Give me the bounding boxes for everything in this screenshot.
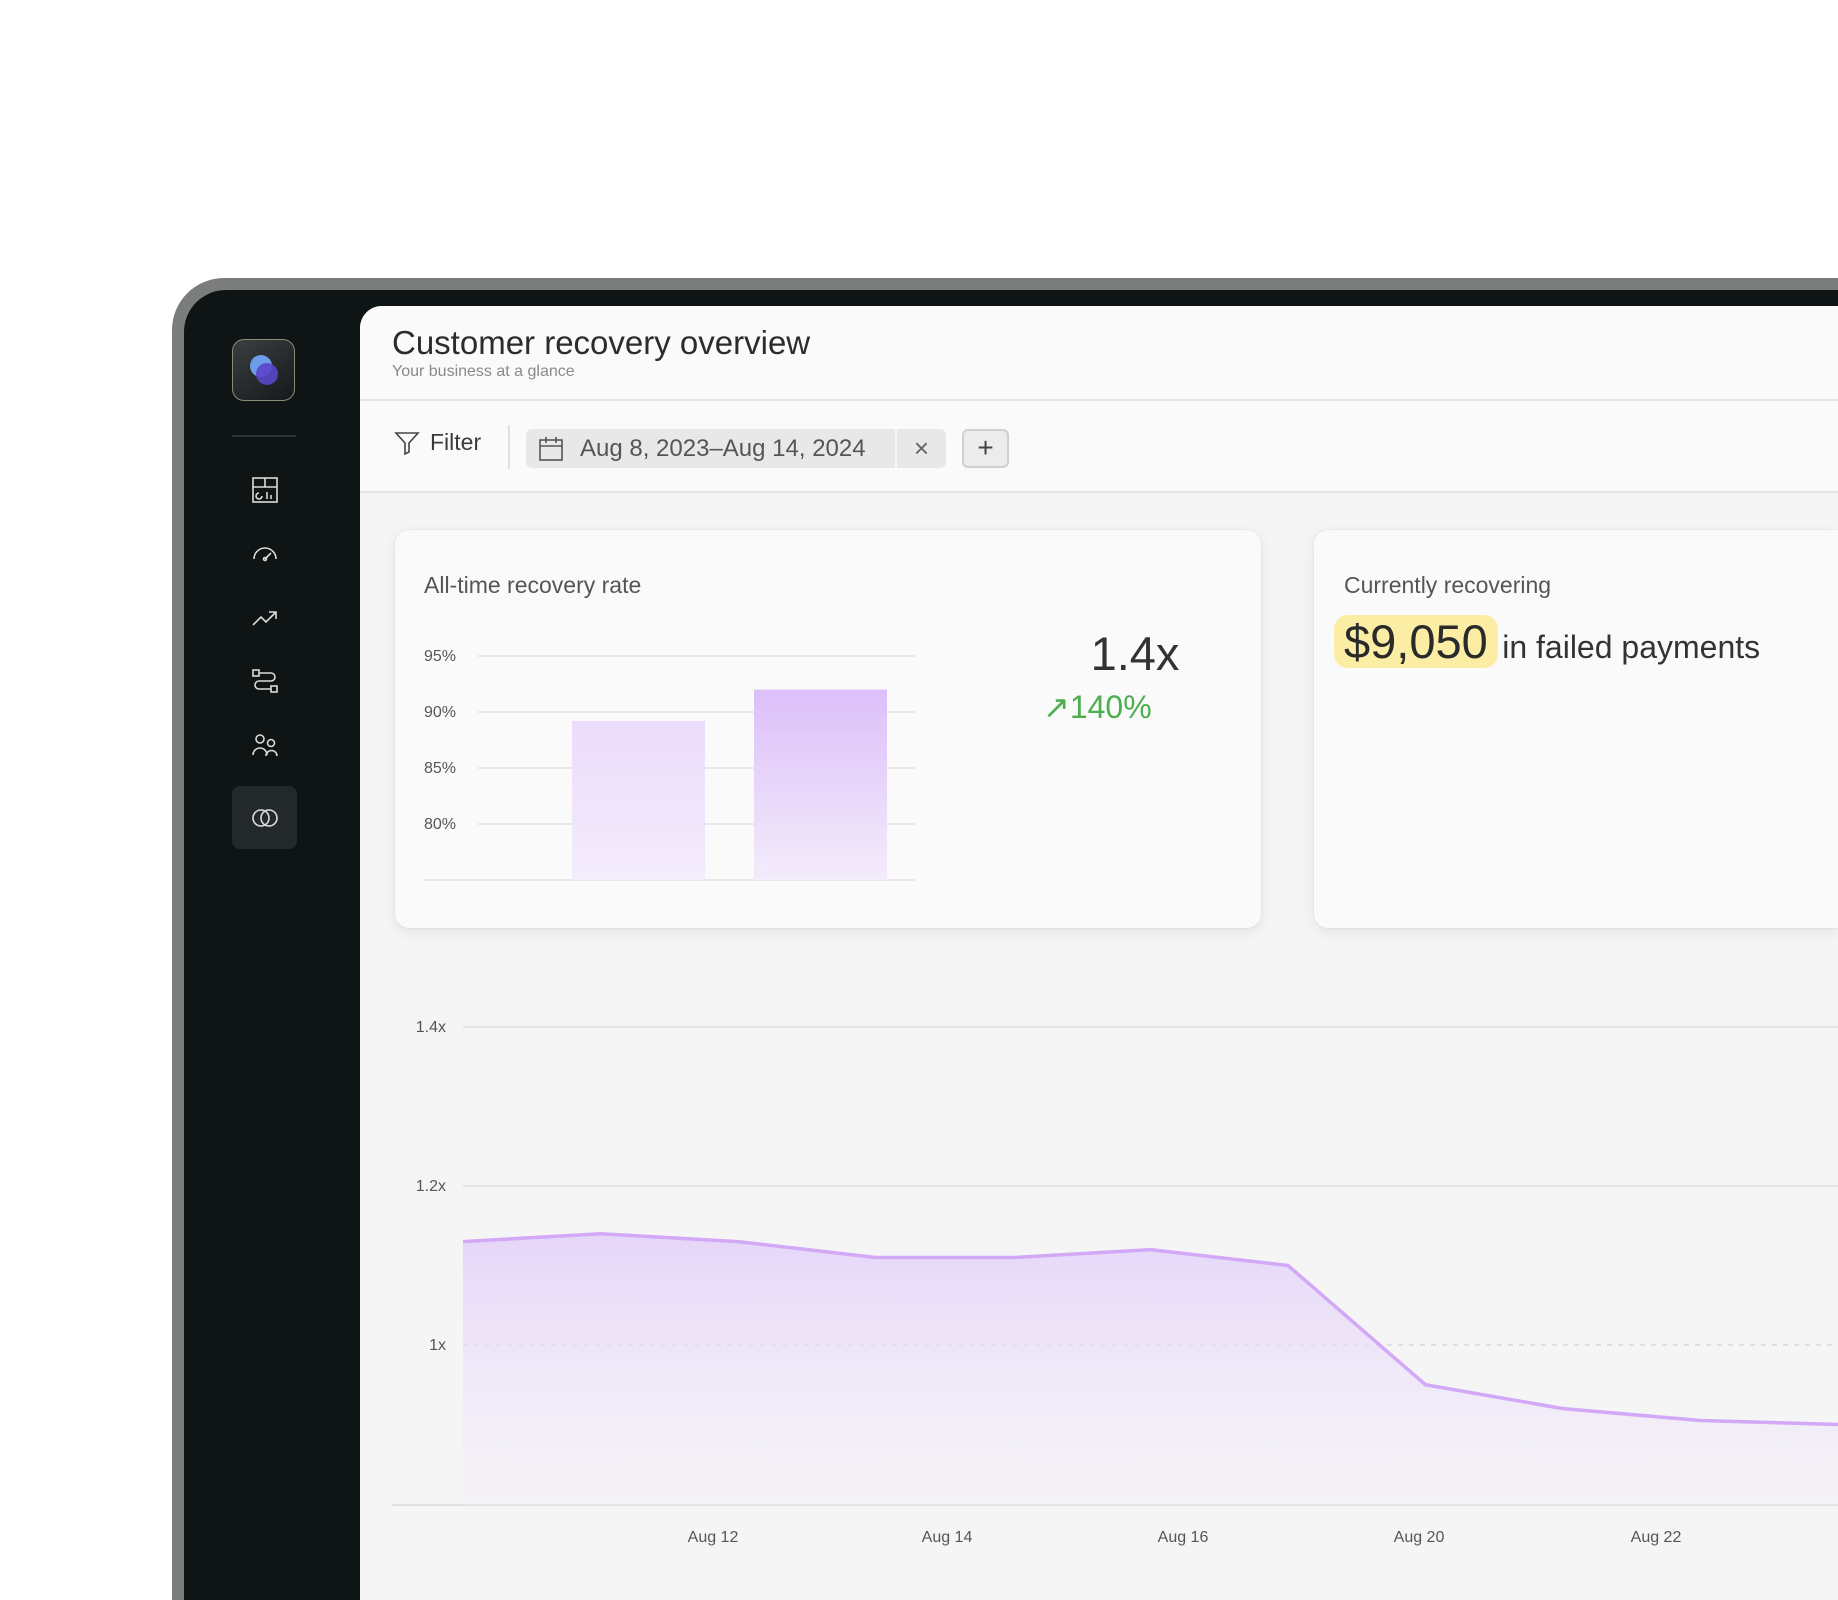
sidebar-item-dashboard[interactable] [232, 458, 297, 521]
page-subtitle: Your business at a glance [392, 363, 575, 380]
recovery-trend-chart: 1.4x 1.2x 1x Aug 12 Aug 14 Aug 16 Aug 20 Aug 22 [392, 1019, 1838, 1546]
filter-icon [394, 431, 420, 455]
y-tick-label: 1x [429, 1337, 446, 1354]
sidebar-item-performance[interactable] [232, 521, 297, 584]
y-tick-label: 90% [424, 704, 456, 721]
filter-bar: Filter Aug 8, 2023–Aug 14, 2024 × + [360, 401, 1838, 493]
x-tick-label: Aug 22 [1631, 1529, 1682, 1546]
y-tick-label: 1.4x [416, 1019, 446, 1036]
trend-up-icon [251, 610, 277, 626]
sidebar-divider [232, 435, 296, 437]
sidebar-item-overlap[interactable] [232, 786, 297, 849]
main-panel: Customer recovery overview Your business… [360, 306, 1838, 1600]
clear-date-button[interactable]: × [913, 433, 930, 463]
card-title: All-time recovery rate [424, 572, 642, 598]
app-logo[interactable] [232, 339, 295, 401]
filter-button[interactable]: Filter [394, 429, 481, 456]
sidebar-item-trends[interactable] [232, 586, 297, 649]
area-fill [463, 1233, 1838, 1505]
toolbar-divider [508, 425, 510, 469]
date-range-value: Aug 8, 2023–Aug 14, 2024 [580, 434, 866, 462]
add-filter-button[interactable]: + [962, 429, 1009, 468]
bar [572, 720, 705, 880]
recovery-multiplier: 1.4x [1090, 627, 1180, 680]
currently-recovering-card: Currently recovering $9,050 in failed pa… [1314, 530, 1838, 928]
recovery-bar-chart: 95% 90% 85% 80% [424, 648, 915, 881]
card-title: Currently recovering [1344, 572, 1552, 598]
date-range-chip[interactable]: Aug 8, 2023–Aug 14, 2024 × [526, 429, 946, 468]
page-header: Customer recovery overview Your business… [360, 306, 1838, 401]
recovery-rate-card: All-time recovery rate 95% 90% 85% 80% 1.4x… [395, 530, 1261, 928]
recovering-suffix: in failed payments [1502, 629, 1761, 665]
series-line [462, 1231, 1838, 1427]
x-tick-label: Aug 16 [1158, 1529, 1209, 1546]
overlap-circles-icon [251, 808, 278, 827]
y-tick-label: 85% [424, 760, 456, 777]
y-tick-label: 80% [424, 816, 456, 833]
recovery-change-value: 140% [1069, 689, 1152, 725]
logo-icon [249, 355, 278, 385]
users-icon [251, 733, 278, 756]
recovering-amount: $9,050 [1334, 615, 1498, 668]
filter-label: Filter [430, 429, 482, 455]
page-title: Customer recovery overview [392, 324, 811, 361]
sidebar-item-customers[interactable] [232, 713, 297, 776]
sidebar-item-workflows[interactable] [232, 649, 297, 712]
bar [754, 689, 887, 880]
workflow-icon [251, 668, 278, 693]
recovery-change: ↗140% [1043, 688, 1152, 726]
calendar-icon [539, 436, 563, 461]
arrow-up-right-icon: ↗ [1043, 689, 1070, 725]
x-tick-label: Aug 14 [922, 1529, 973, 1546]
y-tick-label: 1.2x [416, 1178, 446, 1195]
x-tick-label: Aug 12 [688, 1529, 739, 1546]
x-tick-label: Aug 20 [1394, 1529, 1445, 1546]
recovering-summary: $9,050 in failed payments [1334, 614, 1760, 669]
gauge-icon [252, 546, 277, 561]
y-tick-label: 95% [424, 648, 456, 665]
dashboard-icon [251, 476, 278, 503]
